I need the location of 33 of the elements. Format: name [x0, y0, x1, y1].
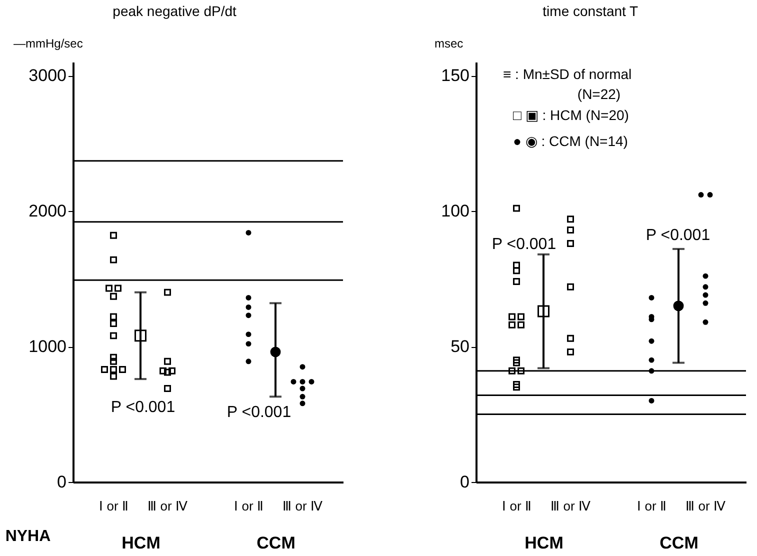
- y-axis-title: msec: [434, 36, 464, 50]
- x-tick-label: Ⅲ or Ⅳ: [686, 498, 726, 514]
- y-axis-title: —mmHg/sec: [14, 36, 83, 50]
- x-tick-label: Ⅰ or Ⅱ: [234, 498, 263, 514]
- annotation: ≡ : Mn±SD of normal: [503, 66, 632, 82]
- x-tick-label: Ⅲ or Ⅳ: [550, 498, 590, 514]
- y-tick-label: 2000: [28, 202, 66, 221]
- annotation: P <0.001: [226, 404, 292, 421]
- y-tick-label: 50: [450, 337, 470, 356]
- y-tick-label: 1000: [28, 337, 66, 356]
- x-axis-title: CCM: [660, 534, 698, 552]
- x-tick-label: Ⅲ or Ⅳ: [148, 498, 188, 514]
- y-tick-label: 0: [57, 472, 66, 492]
- x-tick-label: Ⅰ or Ⅱ: [99, 498, 128, 514]
- chart-title: time constant T: [542, 3, 639, 19]
- y-tick-label: 100: [441, 202, 470, 221]
- x-axis-title: HCM: [122, 534, 160, 552]
- x-axis-title: CCM: [256, 534, 296, 552]
- annotation: P <0.001: [646, 227, 710, 244]
- annotation: (N=22): [577, 86, 621, 102]
- annotation: ● ◉ : CCM (N=14): [513, 133, 628, 149]
- x-tick-label: Ⅲ or Ⅳ: [282, 498, 322, 514]
- y-tick-label: 150: [441, 66, 470, 86]
- y-tick-label: 0: [460, 472, 470, 492]
- x-tick-label: Ⅰ or Ⅱ: [502, 498, 531, 514]
- annotation: P <0.001: [110, 399, 176, 416]
- annotation: P <0.001: [492, 236, 556, 253]
- y-tick-label: 3000: [28, 66, 66, 86]
- annotation: □ ▣ : HCM (N=20): [513, 107, 629, 123]
- x-tick-label: Ⅰ or Ⅱ: [637, 498, 666, 514]
- text: NYHA: [5, 528, 52, 545]
- x-axis-title: HCM: [524, 534, 564, 552]
- chart-title: peak negative dP/dt: [112, 3, 237, 19]
